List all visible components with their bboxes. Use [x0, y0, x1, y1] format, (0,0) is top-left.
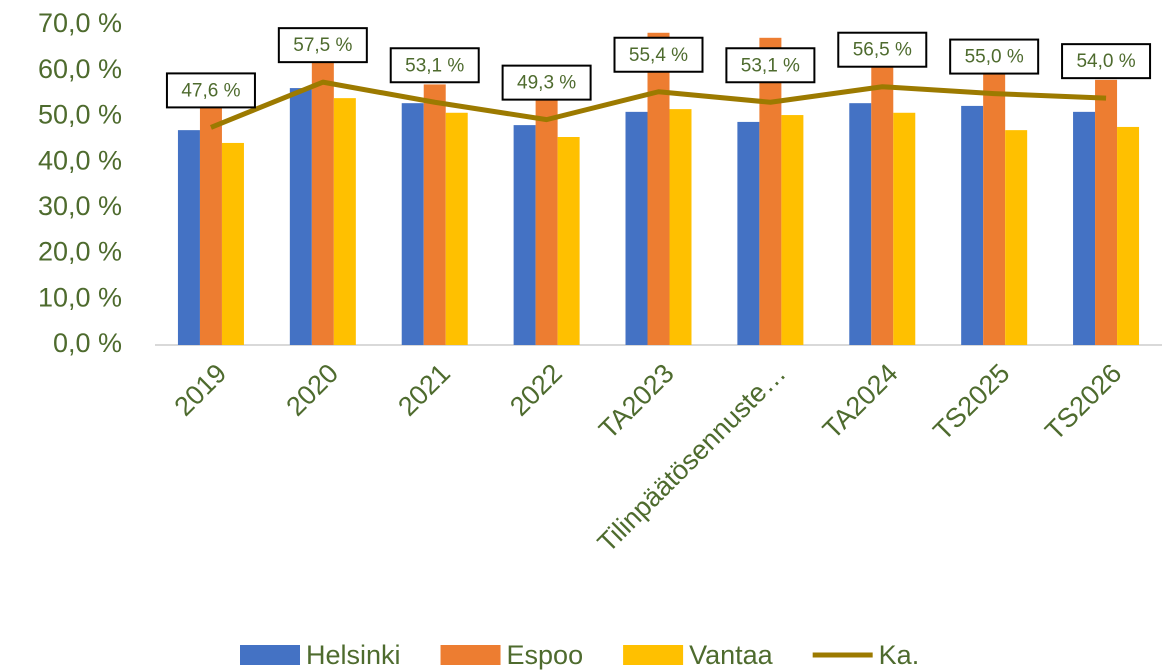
bar	[781, 115, 804, 345]
x-tick-label: Tilinpäätösennuste…	[592, 358, 792, 558]
legend-label: Espoo	[507, 640, 584, 670]
bar	[333, 98, 356, 346]
data-label: 53,1 %	[405, 55, 464, 76]
bar	[401, 103, 424, 346]
data-label: 54,0 %	[1076, 51, 1135, 72]
legend-label: Helsinki	[306, 640, 401, 670]
bar	[311, 61, 334, 345]
x-tick-label: 2021	[392, 358, 456, 422]
bar	[177, 130, 200, 345]
data-label: 56,5 %	[853, 40, 912, 61]
bar	[1095, 79, 1118, 345]
bar	[1117, 126, 1140, 345]
bar	[625, 111, 648, 345]
x-tick-label: 2020	[280, 358, 344, 422]
bar	[221, 142, 244, 345]
bar	[513, 125, 536, 345]
bar	[737, 121, 760, 346]
x-tick-label: 2019	[169, 358, 233, 422]
legend-swatch	[623, 645, 684, 665]
bar	[423, 84, 446, 345]
bar	[759, 37, 782, 346]
x-tick-label: TS2025	[927, 358, 1015, 446]
x-tick-label: TA2023	[593, 358, 680, 445]
bar	[647, 32, 670, 346]
y-tick-label: 20,0 %	[38, 237, 122, 267]
y-tick-label: 0,0 %	[53, 328, 122, 358]
data-label-box	[165, 72, 256, 109]
y-tick-label: 50,0 %	[38, 100, 122, 130]
legend-label: Ka.	[879, 640, 920, 670]
data-label: 57,5 %	[293, 35, 352, 56]
bar	[1073, 111, 1096, 345]
data-label-box	[1061, 43, 1152, 80]
legend-swatch	[440, 645, 501, 665]
x-tick-label: TA2024	[817, 358, 904, 445]
data-label: 55,0 %	[965, 47, 1024, 68]
x-tick-label: TS2026	[1039, 358, 1127, 446]
x-tick-label: 2022	[504, 358, 568, 422]
data-label-box	[725, 47, 816, 84]
bar	[289, 88, 312, 345]
data-label-box	[389, 47, 480, 84]
bar	[849, 103, 872, 346]
data-label-box	[277, 27, 368, 64]
bar	[1005, 130, 1028, 345]
line	[210, 79, 1107, 130]
data-label: 49,3 %	[517, 73, 576, 94]
y-tick-label: 70,0 %	[38, 8, 122, 38]
y-tick-label: 40,0 %	[38, 145, 122, 175]
bar	[669, 109, 692, 345]
bar	[893, 112, 916, 346]
data-label: 47,6 %	[181, 80, 240, 101]
bar	[445, 112, 468, 346]
y-tick-label: 60,0 %	[38, 54, 122, 84]
y-tick-label: 10,0 %	[38, 282, 122, 312]
data-label-box	[837, 31, 928, 68]
bar	[983, 70, 1006, 345]
bar	[961, 105, 984, 346]
bar	[557, 137, 580, 345]
legend-label: Vantaa	[689, 640, 774, 670]
bar	[199, 107, 222, 346]
data-label: 53,1 %	[741, 55, 800, 76]
bar	[871, 61, 894, 345]
legend-swatch	[240, 645, 300, 665]
data-label: 55,4 %	[629, 45, 688, 66]
bar	[535, 100, 558, 345]
data-label-box	[949, 38, 1040, 75]
data-label-box	[501, 64, 592, 101]
y-tick-label: 30,0 %	[38, 191, 122, 221]
data-label-box	[613, 36, 704, 73]
